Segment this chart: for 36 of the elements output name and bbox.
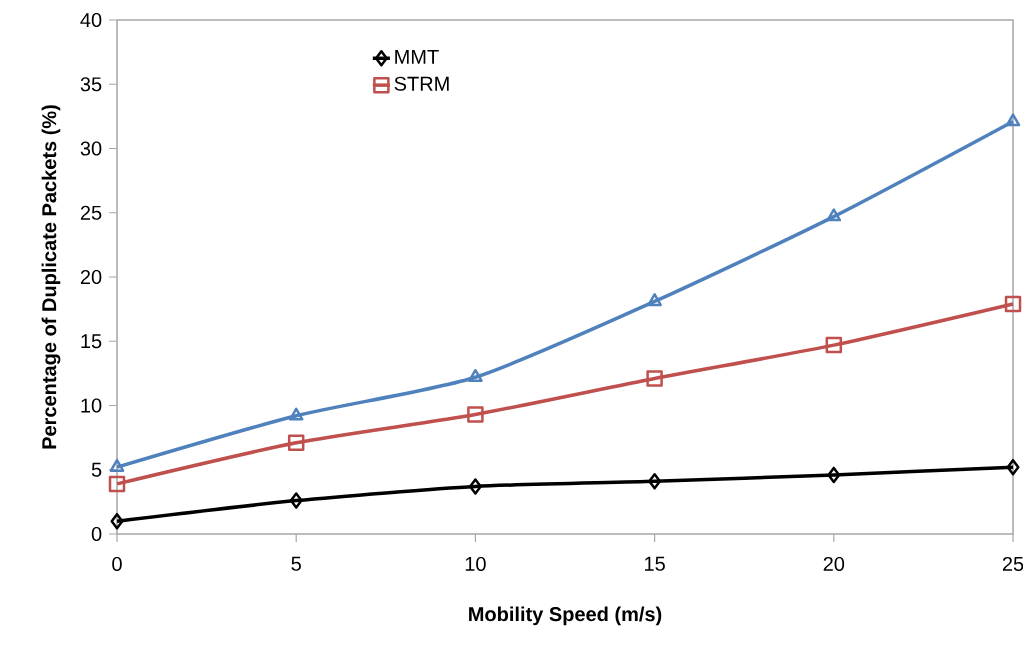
y-tick-label: 5 bbox=[91, 462, 102, 477]
y-tick-label: 40 bbox=[80, 12, 102, 28]
y-tick-label: 0 bbox=[91, 526, 102, 542]
y-tick-label: 10 bbox=[81, 398, 102, 413]
point bbox=[110, 512, 124, 530]
point bbox=[108, 475, 126, 493]
point bbox=[288, 407, 304, 421]
y-axis-title: Percentage of Duplicate Packets (%) bbox=[41, 105, 61, 449]
point bbox=[1004, 295, 1022, 313]
x-tick-label: 25 bbox=[1002, 556, 1023, 572]
y-tick-label: 30 bbox=[80, 141, 102, 156]
point bbox=[647, 293, 662, 307]
x-tick-label: 20 bbox=[823, 556, 845, 572]
y-tick-label: 20 bbox=[80, 269, 102, 285]
point bbox=[648, 473, 662, 490]
y-tick-label: 15 bbox=[81, 334, 102, 349]
x-tick-label: 10 bbox=[465, 556, 486, 572]
point bbox=[826, 208, 842, 222]
point bbox=[287, 434, 305, 452]
point bbox=[1006, 458, 1020, 476]
point bbox=[646, 370, 663, 387]
point bbox=[468, 478, 482, 495]
x-tick-label: 15 bbox=[645, 556, 665, 571]
legend-label: STRM bbox=[394, 76, 449, 91]
x-tick-label: 0 bbox=[112, 556, 122, 572]
point bbox=[1005, 113, 1021, 127]
y-tick-label: 25 bbox=[80, 205, 102, 220]
x-axis-title: Mobility Speed (m/s) bbox=[469, 606, 662, 626]
point bbox=[825, 336, 843, 354]
point bbox=[468, 368, 483, 382]
point bbox=[827, 466, 841, 484]
x-tick-label: 5 bbox=[291, 556, 301, 571]
legend-label: MMT bbox=[395, 49, 439, 64]
point bbox=[467, 406, 484, 423]
point bbox=[289, 492, 303, 509]
y-tick-label: 35 bbox=[80, 77, 102, 92]
